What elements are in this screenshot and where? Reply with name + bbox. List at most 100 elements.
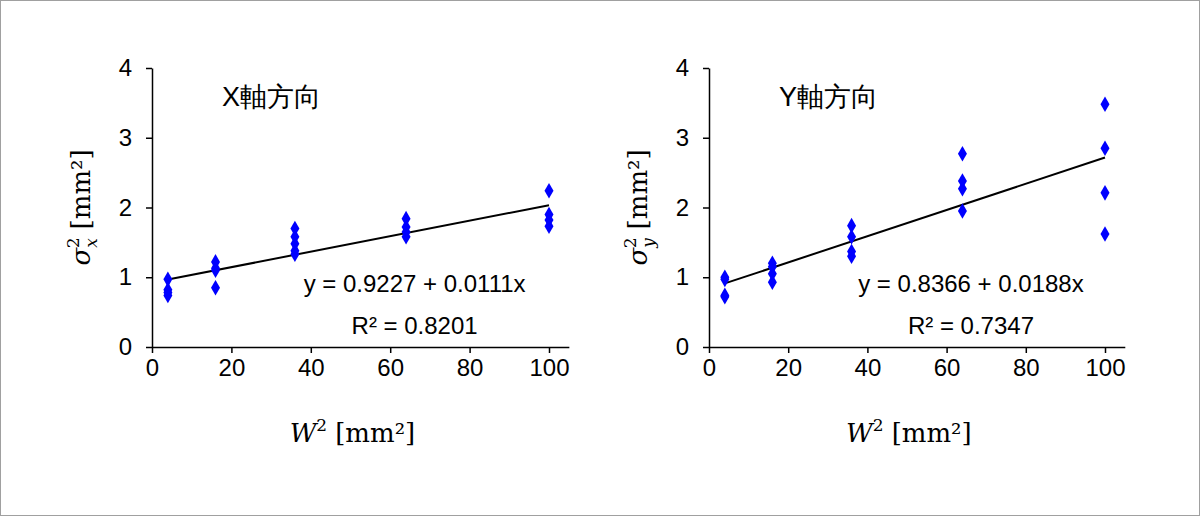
annotation: R² = 0.7347 bbox=[908, 312, 1034, 339]
point bbox=[1101, 185, 1110, 201]
x-tick-mark bbox=[231, 347, 233, 353]
y-axis-title-symbol: σ bbox=[623, 247, 653, 266]
point bbox=[1101, 140, 1110, 156]
y-tick: 4 bbox=[119, 54, 152, 81]
panel-title: X軸方向 bbox=[222, 82, 321, 112]
y-axis-title-sup: 2 bbox=[63, 237, 83, 248]
y-tick: 2 bbox=[119, 194, 152, 221]
x-tick: 40 bbox=[298, 347, 325, 381]
x-tick-label: 40 bbox=[298, 354, 325, 381]
x-tick-label: 20 bbox=[775, 354, 802, 381]
annotation: y = 0.9227 + 0.0111x bbox=[304, 270, 526, 297]
x-tick: 20 bbox=[775, 347, 802, 381]
figure-border bbox=[1, 1, 1200, 516]
x-tick-label: 100 bbox=[529, 354, 569, 381]
x-tick-mark bbox=[946, 347, 948, 353]
point bbox=[211, 280, 220, 296]
x-tick: 100 bbox=[529, 347, 569, 381]
point bbox=[290, 246, 299, 262]
x-tick-mark bbox=[390, 347, 392, 353]
x-axis-title-sup: 2 bbox=[316, 415, 327, 435]
point bbox=[847, 249, 856, 265]
point bbox=[545, 219, 554, 235]
x-tick: 0 bbox=[146, 347, 159, 381]
y-tick-mark bbox=[703, 138, 709, 140]
y-axis-title-unit: [mm²] bbox=[66, 149, 96, 229]
plot-area bbox=[720, 96, 1109, 304]
y-axis-title-sub: y bbox=[638, 238, 658, 249]
point bbox=[402, 229, 411, 245]
point bbox=[958, 181, 967, 197]
x-tick-mark bbox=[469, 347, 471, 353]
y-tick: 4 bbox=[676, 54, 709, 81]
annotation: y = 0.8366 + 0.0188x bbox=[858, 270, 1084, 297]
panel-title: Y軸方向 bbox=[779, 82, 878, 112]
y-tick-label: 4 bbox=[119, 54, 132, 81]
y-tick: 1 bbox=[676, 263, 709, 290]
point bbox=[545, 183, 554, 199]
y-axis: 0 1 2 3 4 bbox=[119, 54, 153, 360]
y-tick: 2 bbox=[676, 194, 709, 221]
x-tick-label: 0 bbox=[703, 354, 716, 381]
point bbox=[720, 289, 729, 305]
y-tick: 1 bbox=[119, 263, 152, 290]
panel: 02040608010001234Y軸方向y = 0.8366 + 0.0188… bbox=[620, 54, 1126, 448]
x-axis-title-sup: 2 bbox=[873, 415, 884, 435]
x-tick-label: 40 bbox=[855, 354, 882, 381]
y-tick-label: 2 bbox=[119, 194, 132, 221]
x-tick: 80 bbox=[1013, 347, 1040, 381]
y-axis-title-symbol: σ bbox=[66, 247, 96, 266]
point bbox=[958, 146, 967, 162]
x-tick-mark bbox=[1105, 347, 1107, 353]
y-axis-title: σx2 [mm²] bbox=[63, 149, 101, 265]
y-tick: 3 bbox=[676, 124, 709, 151]
x-tick-label: 60 bbox=[377, 354, 404, 381]
x-axis-title: W2 [mm²] bbox=[290, 415, 416, 448]
x-tick-label: 0 bbox=[146, 354, 159, 381]
x-axis: 020406080100 bbox=[146, 347, 570, 381]
y-tick-mark bbox=[703, 277, 709, 279]
point bbox=[163, 288, 172, 304]
y-tick: 0 bbox=[119, 333, 152, 360]
x-tick: 80 bbox=[457, 347, 484, 381]
x-axis-title-unit: [mm²] bbox=[335, 418, 415, 448]
y-tick-label: 1 bbox=[119, 263, 132, 290]
x-axis-title: W2[mm²] bbox=[846, 415, 972, 448]
y-tick-label: 0 bbox=[119, 333, 132, 360]
y-tick-label: 4 bbox=[676, 54, 689, 81]
y-tick-mark bbox=[703, 68, 709, 70]
y-tick-mark bbox=[146, 207, 152, 209]
y-tick: 3 bbox=[119, 124, 152, 151]
point bbox=[720, 272, 729, 288]
y-axis-title-sup: 2 bbox=[620, 237, 640, 248]
x-axis: 020406080100 bbox=[703, 347, 1126, 381]
point bbox=[847, 229, 856, 245]
x-axis-line bbox=[710, 347, 1126, 349]
x-tick: 0 bbox=[703, 347, 716, 381]
y-tick-mark bbox=[146, 138, 152, 140]
x-tick-mark bbox=[1026, 347, 1028, 353]
x-tick: 40 bbox=[855, 347, 882, 381]
y-tick-mark bbox=[146, 277, 152, 279]
point bbox=[958, 203, 967, 219]
y-tick-mark bbox=[703, 207, 709, 209]
y-tick-label: 2 bbox=[676, 194, 689, 221]
x-tick-mark bbox=[867, 347, 869, 353]
y-tick-mark bbox=[146, 68, 152, 70]
annotation: R² = 0.8201 bbox=[352, 312, 478, 339]
y-tick: 0 bbox=[676, 333, 709, 360]
x-tick-mark bbox=[549, 347, 551, 353]
x-tick: 100 bbox=[1085, 347, 1125, 381]
y-tick-label: 1 bbox=[676, 263, 689, 290]
x-tick: 60 bbox=[377, 347, 404, 381]
x-tick-mark bbox=[311, 347, 313, 353]
x-tick-label: 100 bbox=[1085, 354, 1125, 381]
x-tick-label: 80 bbox=[1013, 354, 1040, 381]
y-tick-label: 3 bbox=[676, 124, 689, 151]
x-axis-title-symbol: W bbox=[290, 418, 319, 448]
y-axis: 0 1 2 3 4 bbox=[676, 54, 710, 360]
y-axis-title-unit: [mm²] bbox=[623, 149, 653, 229]
plot-area bbox=[163, 183, 553, 303]
x-tick-label: 80 bbox=[457, 354, 484, 381]
y-axis-title-sub: x bbox=[81, 238, 101, 248]
